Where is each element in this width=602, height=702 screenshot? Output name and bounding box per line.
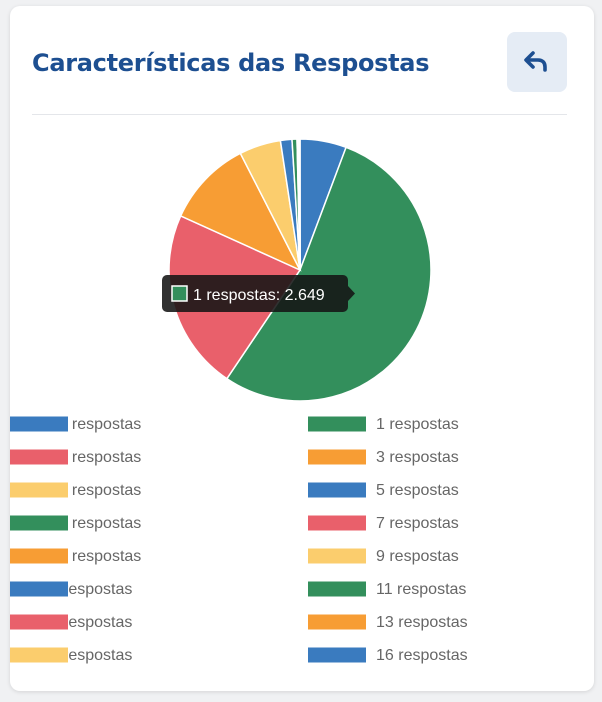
legend-label: 13 respostas <box>376 614 468 631</box>
legend-label: 3 respostas <box>376 449 459 466</box>
legend-item[interactable]: 2 respostas <box>10 449 141 466</box>
legend-label: 16 respostas <box>376 647 468 664</box>
legend-swatch <box>308 416 366 432</box>
legend-item[interactable]: 5 respostas <box>308 482 459 499</box>
pie-slice-1[interactable] <box>225 146 432 402</box>
legend-item[interactable]: 16 respostas <box>308 647 468 664</box>
pie-chart: 1 respostas: 2.649 0 respostas 1 respostas… <box>10 138 468 664</box>
legend-item[interactable]: 1 respostas <box>308 416 459 433</box>
legend-swatch <box>10 416 68 432</box>
legend-label: 5 respostas <box>376 482 459 499</box>
tooltip-text: 1 respostas: 2.649 <box>193 287 325 304</box>
legend-swatch <box>308 515 366 531</box>
legend-swatch <box>308 581 366 597</box>
legend-item[interactable]: 4 respostas <box>10 482 141 499</box>
legend-swatch <box>10 482 68 498</box>
legend-item[interactable]: 9 respostas <box>308 548 459 565</box>
legend-swatch <box>308 548 366 564</box>
legend-swatch <box>308 449 366 465</box>
legend-swatch <box>10 581 68 597</box>
header-divider <box>32 114 567 115</box>
legend-swatch <box>308 647 366 663</box>
back-button[interactable] <box>507 32 567 92</box>
legend-item[interactable]: 10 respostas <box>10 581 132 598</box>
legend-label: 4 respostas <box>59 482 142 499</box>
legend-item[interactable]: 0 respostas <box>10 416 141 433</box>
legend-label: 0 respostas <box>59 416 142 433</box>
legend-item[interactable]: 7 respostas <box>308 515 459 532</box>
legend-item[interactable]: 6 respostas <box>10 515 141 532</box>
legend-item[interactable]: 8 respostas <box>10 548 141 565</box>
legend-swatch <box>10 548 68 564</box>
tooltip-box <box>162 275 348 312</box>
legend-label: 7 respostas <box>376 515 459 532</box>
legend-item[interactable]: 12 respostas <box>10 614 132 631</box>
legend-label: 9 respostas <box>376 548 459 565</box>
legend-label: 1 respostas <box>376 416 459 433</box>
legend-item[interactable]: 13 respostas <box>308 614 468 631</box>
legend-label: 8 respostas <box>59 548 142 565</box>
legend-label: 11 respostas <box>376 581 466 598</box>
chart-card: Características das Respostas 1 resposta… <box>10 6 594 691</box>
legend-label: 2 respostas <box>59 449 142 466</box>
legend-label: 6 respostas <box>59 515 142 532</box>
legend-swatch <box>10 647 68 663</box>
chart-tooltip: 1 respostas: 2.649 <box>162 275 355 312</box>
legend-swatch <box>10 515 68 531</box>
tooltip-swatch <box>171 285 188 302</box>
legend-swatch <box>10 449 68 465</box>
legend-swatch <box>308 614 366 630</box>
tooltip-caret <box>348 286 355 301</box>
legend-item[interactable]: 14 respostas <box>10 647 132 664</box>
legend-swatch <box>10 614 68 630</box>
pie-slice-3[interactable] <box>179 152 302 272</box>
legend-swatch <box>308 482 366 498</box>
reply-arrow-icon <box>524 51 547 72</box>
card-title: Características das Respostas <box>32 49 430 77</box>
legend-item[interactable]: 11 respostas <box>308 581 466 598</box>
legend-item[interactable]: 3 respostas <box>308 449 459 466</box>
